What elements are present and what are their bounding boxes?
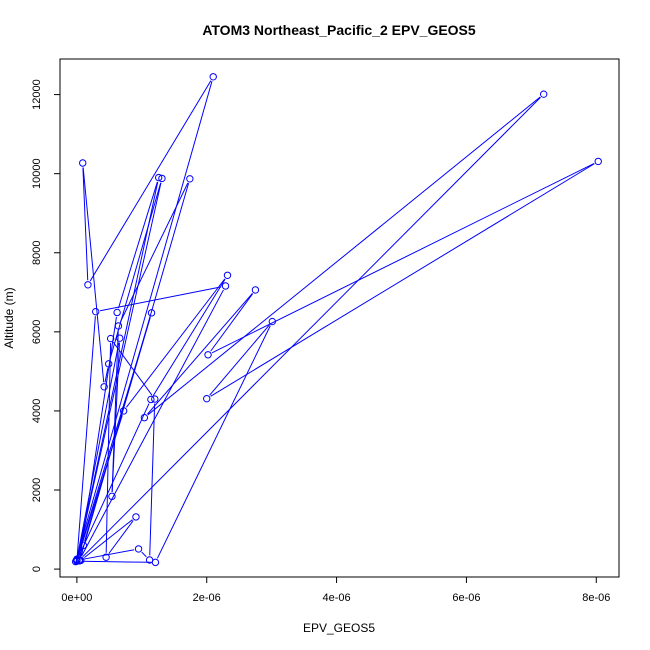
plot-frame: [59, 58, 620, 578]
series-segment: [152, 278, 226, 396]
series-segment: [81, 560, 151, 563]
data-point: [539, 90, 548, 98]
data-point: [73, 557, 81, 565]
series-segment: [81, 289, 224, 557]
y-tick-label: 2000: [31, 478, 43, 502]
x-axis-label: EPV_GEOS5: [303, 621, 375, 635]
series-segment: [77, 182, 162, 556]
data-point: [223, 271, 232, 279]
series-segment: [109, 182, 162, 360]
data-point: [154, 173, 163, 182]
series-segment: [147, 96, 541, 416]
series-segment: [210, 293, 254, 352]
x-tick-label: 0e+00: [61, 592, 92, 604]
data-point: [116, 334, 124, 342]
data-point: [147, 395, 155, 404]
x-tick-label: 4e-06: [323, 592, 351, 604]
series-segment: [112, 341, 153, 396]
series-segment: [89, 80, 212, 282]
data-point: [203, 394, 211, 403]
series-segment: [76, 80, 213, 558]
data-point: [100, 383, 108, 391]
series-segment: [104, 368, 109, 383]
data-point: [204, 351, 212, 359]
data-point: [268, 317, 277, 326]
x-tick-label: 6e-06: [452, 592, 480, 604]
data-point: [108, 492, 116, 501]
series-segment: [141, 551, 147, 558]
series-segment: [105, 343, 112, 553]
y-axis-label: Altitude (m): [2, 287, 16, 348]
data-point: [79, 541, 88, 550]
x-axis: 0e+00 2e-06 4e-06 6e-06 8e-06: [61, 577, 610, 604]
data-point: [134, 545, 143, 553]
data-point: [113, 308, 121, 317]
series-segment: [149, 403, 156, 556]
series-segment: [84, 519, 133, 558]
series-segment: [82, 97, 541, 558]
data-point: [151, 558, 160, 567]
series-segment: [100, 286, 222, 312]
y-tick-label: 10000: [31, 158, 43, 189]
data-point: [158, 174, 166, 183]
series-segment: [78, 403, 150, 557]
data-point: [92, 307, 100, 316]
series-segment: [77, 415, 123, 557]
chart-title: ATOM3 Northeast_Pacific_2 EPV_GEOS5: [202, 22, 476, 38]
series-epv: [71, 73, 602, 567]
series-segment: [156, 325, 271, 559]
y-tick-label: 0: [31, 566, 43, 572]
data-point: [221, 282, 230, 290]
data-point: [106, 334, 115, 343]
y-tick-label: 12000: [31, 79, 43, 110]
data-point: [147, 309, 156, 317]
data-point: [79, 159, 87, 167]
series-segment: [119, 182, 189, 323]
series-segment: [108, 520, 134, 554]
x-tick-label: 8e-06: [582, 592, 610, 604]
series-segment: [76, 316, 96, 557]
series-segment: [125, 278, 226, 408]
data-point: [132, 513, 140, 521]
series-segment: [77, 342, 120, 555]
series-segment: [82, 167, 89, 281]
data-point: [104, 360, 113, 368]
data-point: [594, 157, 602, 166]
data-point: [251, 286, 260, 294]
series-segment: [117, 181, 158, 309]
data-point: [114, 322, 123, 330]
series-segment: [211, 162, 595, 354]
data-point: [186, 175, 194, 183]
series-segment: [210, 163, 595, 397]
x-tick-label: 2e-06: [193, 592, 221, 604]
data-point: [119, 407, 128, 415]
y-tick-label: 6000: [31, 320, 43, 344]
data-point: [209, 73, 217, 81]
y-tick-label: 8000: [31, 241, 43, 265]
series-segment: [146, 292, 253, 415]
series-segment: [209, 324, 270, 396]
y-tick-label: 4000: [31, 399, 43, 423]
y-axis: 0 2000 4000 6000 8000 10000 12000: [31, 79, 60, 572]
series-segment: [111, 342, 121, 492]
data-point: [140, 413, 149, 422]
data-point: [102, 553, 110, 561]
data-point: [151, 395, 159, 403]
series-segment: [82, 167, 105, 383]
data-point: [84, 281, 92, 289]
